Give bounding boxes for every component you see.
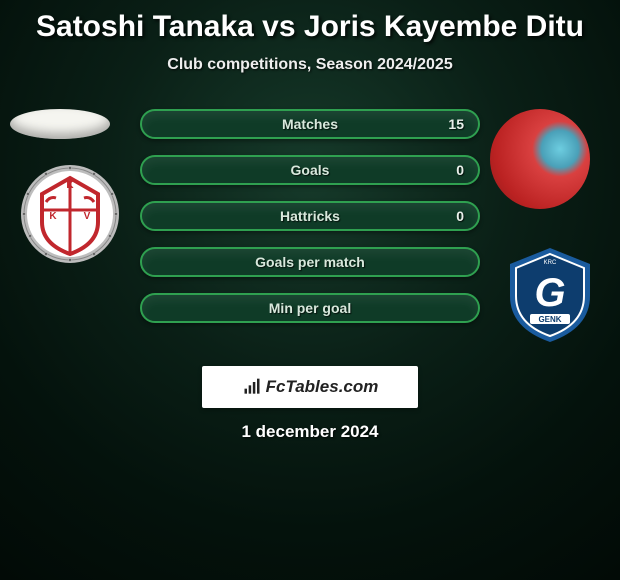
- compare-area: K K V G GENK KRC: [0, 104, 620, 354]
- stat-row-min-per-goal: Min per goal: [140, 293, 480, 323]
- stat-rows: Matches 15 Goals 0 Hattricks 0 Goals per…: [140, 109, 480, 339]
- svg-text:V: V: [84, 211, 91, 222]
- svg-text:KRC: KRC: [544, 260, 557, 266]
- stat-row-hattricks: Hattricks 0: [140, 201, 480, 231]
- stat-value-right: 15: [448, 116, 464, 132]
- club-badge-left: K K V: [20, 164, 120, 264]
- stat-label: Matches: [142, 116, 478, 132]
- kortrijk-badge-icon: K K V: [20, 164, 120, 264]
- svg-text:K: K: [49, 211, 57, 222]
- player-photo-left: [10, 109, 110, 139]
- genk-badge-icon: G GENK KRC: [500, 244, 600, 344]
- stat-row-goals-per-match: Goals per match: [140, 247, 480, 277]
- stat-label: Goals per match: [142, 254, 478, 270]
- stat-label: Min per goal: [142, 300, 478, 316]
- brand-text: FcTables.com: [266, 377, 379, 397]
- page-title: Satoshi Tanaka vs Joris Kayembe Ditu: [0, 0, 620, 44]
- stat-label: Goals: [142, 162, 478, 178]
- bar-chart-icon: [242, 377, 262, 397]
- svg-text:G: G: [534, 271, 565, 315]
- stat-value-right: 0: [456, 208, 464, 224]
- subtitle: Club competitions, Season 2024/2025: [0, 56, 620, 74]
- date-line: 1 december 2024: [0, 422, 620, 442]
- stat-value-right: 0: [456, 162, 464, 178]
- content-container: Satoshi Tanaka vs Joris Kayembe Ditu Clu…: [0, 0, 620, 442]
- player-photo-right: [490, 109, 590, 209]
- svg-text:GENK: GENK: [538, 315, 561, 324]
- svg-text:K: K: [66, 180, 74, 191]
- brand-box[interactable]: FcTables.com: [202, 366, 418, 408]
- stat-row-goals: Goals 0: [140, 155, 480, 185]
- club-badge-right: G GENK KRC: [500, 244, 600, 344]
- stat-label: Hattricks: [142, 208, 478, 224]
- stat-row-matches: Matches 15: [140, 109, 480, 139]
